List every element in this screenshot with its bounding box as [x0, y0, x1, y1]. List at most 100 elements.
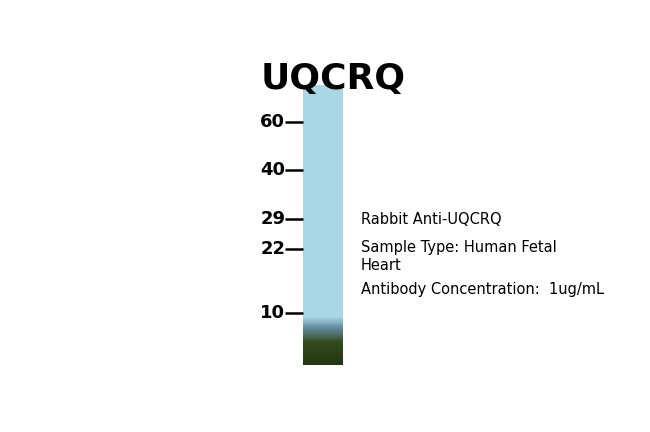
Bar [303, 251, 343, 252]
Bar [303, 332, 343, 333]
Bar [303, 111, 343, 112]
Bar [303, 333, 343, 334]
Text: 40: 40 [260, 161, 285, 179]
Bar [303, 359, 343, 361]
Bar [303, 303, 343, 304]
Bar [303, 273, 343, 274]
Bar [303, 282, 343, 283]
Bar [303, 299, 343, 300]
Bar [303, 248, 343, 249]
Bar [303, 305, 343, 307]
Bar [303, 349, 343, 350]
Bar [303, 185, 343, 187]
Bar [303, 246, 343, 247]
Bar [303, 208, 343, 209]
Bar [303, 255, 343, 257]
Bar [303, 152, 343, 153]
Bar [303, 363, 343, 365]
Bar [303, 223, 343, 225]
Bar [303, 276, 343, 277]
Text: 10: 10 [260, 305, 285, 322]
Bar [303, 130, 343, 131]
Bar [303, 239, 343, 241]
Bar [303, 217, 343, 218]
Bar [303, 308, 343, 310]
Bar [303, 264, 343, 266]
Bar [303, 120, 343, 121]
Bar [303, 318, 343, 319]
Bar [303, 115, 343, 117]
Bar [303, 238, 343, 240]
Bar [303, 237, 343, 238]
Bar [303, 160, 343, 162]
Bar [303, 270, 343, 271]
Bar [303, 140, 343, 141]
Text: Sample Type: Human Fetal: Sample Type: Human Fetal [361, 240, 556, 255]
Bar [303, 276, 343, 278]
Bar [303, 151, 343, 152]
Bar [303, 324, 343, 325]
Bar [303, 321, 343, 322]
Bar [303, 194, 343, 195]
Bar [303, 305, 343, 306]
Bar [303, 233, 343, 234]
Bar [303, 155, 343, 156]
Bar [303, 171, 343, 172]
Bar [303, 280, 343, 282]
Bar [303, 325, 343, 326]
Bar [303, 226, 343, 228]
Bar [303, 100, 343, 101]
Bar [303, 153, 343, 154]
Bar [303, 231, 343, 232]
Bar [303, 309, 343, 311]
Bar [303, 322, 343, 324]
Bar [303, 129, 343, 130]
Bar [303, 295, 343, 296]
Bar [303, 240, 343, 241]
Bar [303, 173, 343, 175]
Bar [303, 232, 343, 233]
Bar [303, 265, 343, 267]
Bar [303, 285, 343, 286]
Bar [303, 241, 343, 242]
Bar [303, 179, 343, 180]
Bar [303, 353, 343, 354]
Bar [303, 118, 343, 120]
Bar [303, 262, 343, 263]
Bar [303, 218, 343, 219]
Bar [303, 127, 343, 128]
Bar [303, 144, 343, 146]
Bar [303, 346, 343, 347]
Bar [303, 360, 343, 362]
Bar [303, 211, 343, 213]
Bar [303, 131, 343, 133]
Bar [303, 122, 343, 123]
Bar [303, 156, 343, 157]
Bar [303, 283, 343, 284]
Bar [303, 335, 343, 337]
Bar [303, 146, 343, 147]
Bar [303, 112, 343, 113]
Bar [303, 154, 343, 155]
Bar [303, 284, 343, 286]
Bar [303, 162, 343, 163]
Bar [303, 213, 343, 215]
Bar [303, 135, 343, 137]
Bar [303, 106, 343, 108]
Bar [303, 132, 343, 133]
Bar [303, 87, 343, 88]
Bar [303, 267, 343, 268]
Bar [303, 226, 343, 227]
Bar [303, 250, 343, 251]
Bar [303, 244, 343, 245]
Bar [303, 222, 343, 224]
Bar [303, 181, 343, 182]
Bar [303, 181, 343, 183]
Bar [303, 103, 343, 105]
Bar [303, 334, 343, 336]
Bar [303, 296, 343, 298]
Bar [303, 341, 343, 342]
Bar [303, 107, 343, 108]
Bar [303, 192, 343, 193]
Bar [303, 269, 343, 270]
